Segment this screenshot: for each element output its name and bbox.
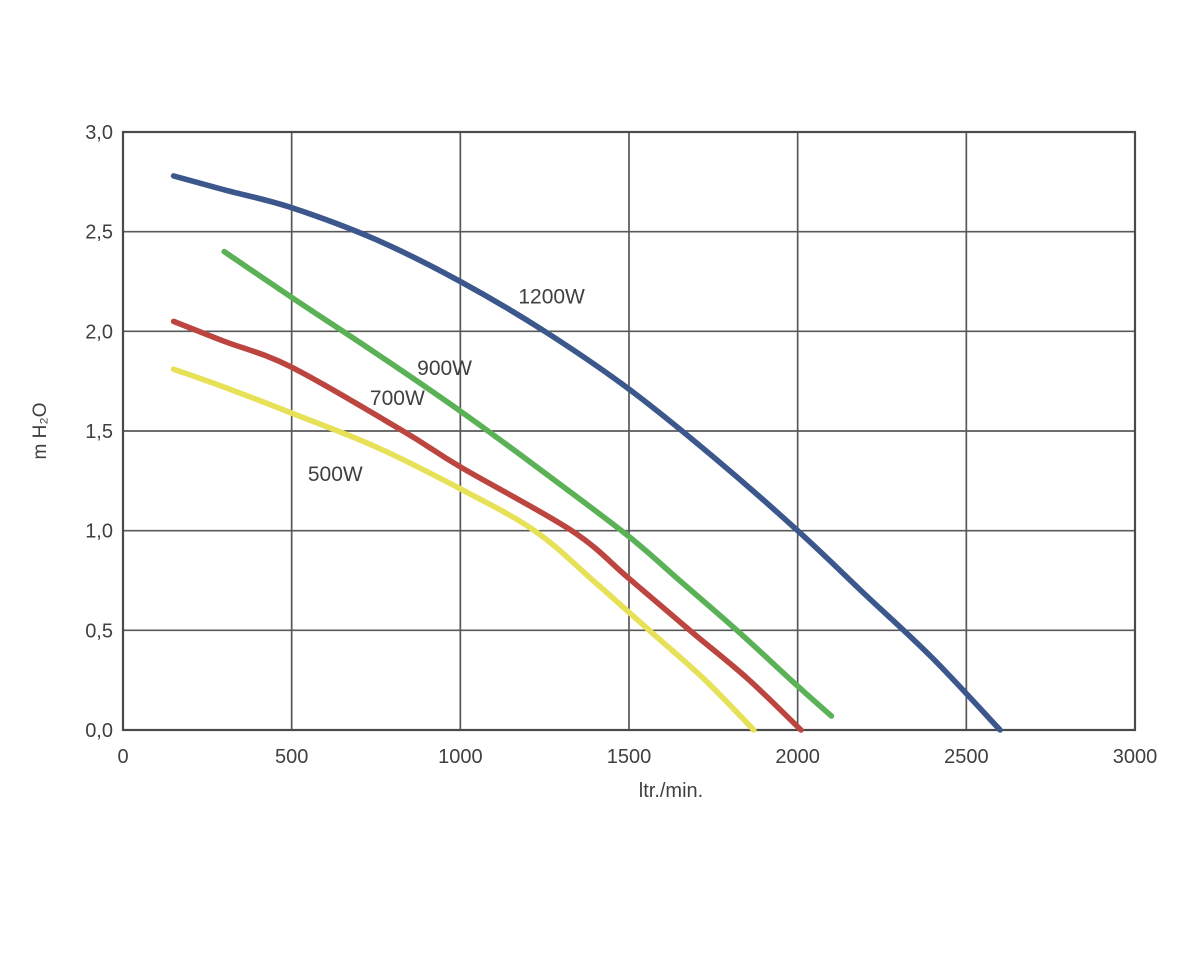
curve-label-500w: 500W: [308, 463, 363, 486]
curve-label-900w: 900W: [417, 357, 472, 380]
x-tick-label: 3000: [1113, 746, 1158, 768]
x-tick-label: 0: [117, 746, 128, 768]
curve-1200w: [170, 173, 1003, 733]
y-tick-label: 1,5: [85, 421, 113, 443]
y-tick-label: 0,5: [85, 620, 113, 642]
x-tick-label: 1000: [438, 746, 483, 768]
y-tick-label: 1,0: [85, 521, 113, 543]
y-tick-label: 0,0: [85, 720, 113, 742]
curve-500w: [170, 366, 757, 733]
x-tick-label: 2500: [944, 746, 989, 768]
curve-label-700w: 700W: [370, 387, 425, 410]
y-axis-title: m H₂O: [30, 403, 51, 460]
x-tick-label: 2000: [775, 746, 820, 768]
x-axis-title: ltr./min.: [639, 780, 703, 802]
curve-700w: [170, 318, 804, 733]
y-tick-label: 2,0: [85, 321, 113, 343]
y-tick-label: 3,0: [85, 122, 113, 144]
curve-900w: [221, 248, 835, 719]
x-tick-label: 500: [275, 746, 308, 768]
plot-frame: [121, 130, 1137, 732]
curve-label-1200w: 1200W: [518, 285, 585, 308]
y-tick-label: 2,5: [85, 222, 113, 244]
x-tick-label: 1500: [607, 746, 652, 768]
